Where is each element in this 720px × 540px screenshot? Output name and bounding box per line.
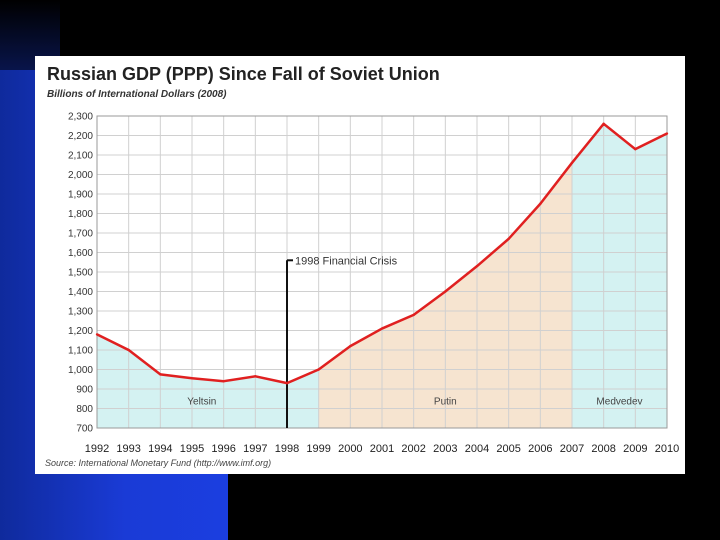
x-tick-label-1992: 1992 bbox=[85, 443, 109, 455]
data-point-2009 bbox=[634, 147, 637, 151]
x-tick-label-2004: 2004 bbox=[465, 443, 489, 455]
y-tick-label-1,000: 1,000 bbox=[68, 365, 93, 376]
x-tick-label-2009: 2009 bbox=[623, 443, 647, 455]
data-point-2003 bbox=[444, 290, 447, 293]
x-tick-label-1993: 1993 bbox=[116, 443, 140, 455]
period-label-yeltsin: Yeltsin bbox=[187, 397, 216, 408]
y-tick-label-1,400: 1,400 bbox=[68, 287, 93, 298]
period-area-medvedev bbox=[572, 123, 667, 429]
x-tick-label-2001: 2001 bbox=[370, 443, 394, 455]
y-tick-label-2,000: 2,000 bbox=[68, 170, 93, 181]
y-tick-label-1,100: 1,100 bbox=[68, 346, 93, 357]
y-tick-label-1,600: 1,600 bbox=[68, 248, 93, 259]
x-tick-label-1997: 1997 bbox=[243, 443, 267, 455]
x-tick-label-2006: 2006 bbox=[528, 443, 552, 455]
x-tick-label-1996: 1996 bbox=[211, 443, 235, 455]
y-tick-label-900: 900 bbox=[76, 385, 93, 396]
data-point-2006 bbox=[539, 202, 542, 205]
x-tick-label-2005: 2005 bbox=[496, 443, 520, 455]
x-tick-label-1998: 1998 bbox=[275, 443, 299, 455]
period-label-putin: Putin bbox=[434, 397, 457, 408]
y-tick-label-2,100: 2,100 bbox=[68, 151, 93, 162]
data-point-1997 bbox=[254, 375, 257, 378]
data-point-2008 bbox=[602, 122, 605, 126]
x-tick-label-2003: 2003 bbox=[433, 443, 457, 455]
x-tick-label-1994: 1994 bbox=[148, 443, 172, 455]
x-tick-label-2002: 2002 bbox=[401, 443, 425, 455]
plot-border bbox=[96, 115, 668, 429]
chart-title: Russian GDP (PPP) Since Fall of Soviet U… bbox=[47, 64, 440, 84]
y-tick-label-1,700: 1,700 bbox=[68, 229, 93, 240]
data-point-2005 bbox=[507, 237, 510, 241]
annotation-label-crisis: 1998 Financial Crisis bbox=[295, 255, 398, 267]
data-point-2001 bbox=[380, 327, 384, 330]
y-tick-label-2,300: 2,300 bbox=[68, 112, 93, 123]
x-tick-label-2000: 2000 bbox=[338, 443, 362, 455]
data-point-1995 bbox=[190, 377, 194, 380]
data-point-1998 bbox=[285, 381, 289, 385]
y-tick-label-1,900: 1,900 bbox=[68, 190, 93, 201]
gdp-line-chart: 700 800 900 1,000 1,100 1,200 1,300 1,400 1,500 1… bbox=[68, 112, 679, 456]
x-tick-label-1995: 1995 bbox=[180, 443, 204, 455]
data-point-2010 bbox=[665, 132, 669, 135]
data-point-2000 bbox=[349, 344, 352, 348]
y-tick-label-700: 700 bbox=[76, 424, 93, 435]
y-tick-label-1,500: 1,500 bbox=[68, 268, 93, 279]
y-tick-label-1,800: 1,800 bbox=[68, 209, 93, 220]
data-point-1996 bbox=[222, 380, 225, 383]
data-point-1993 bbox=[127, 348, 130, 352]
x-tick-label-1999: 1999 bbox=[306, 443, 330, 455]
data-point-2002 bbox=[412, 313, 415, 317]
y-tick-label-1,300: 1,300 bbox=[68, 307, 93, 318]
data-point-1992 bbox=[95, 333, 99, 336]
period-area-yeltsin bbox=[97, 334, 319, 428]
x-tick-label-2007: 2007 bbox=[560, 443, 584, 455]
chart-subtitle: Billions of International Dollars (2008) bbox=[47, 89, 227, 100]
chart-source: Source: International Monetary Fund (htt… bbox=[45, 458, 272, 468]
data-point-2004 bbox=[475, 264, 479, 268]
period-label-medvedev: Medvedev bbox=[596, 397, 642, 408]
data-point-1999 bbox=[317, 368, 320, 371]
x-tick-label-2008: 2008 bbox=[591, 443, 615, 455]
x-tick-label-2010: 2010 bbox=[655, 443, 679, 455]
y-tick-label-1,200: 1,200 bbox=[68, 326, 93, 337]
y-tick-label-800: 800 bbox=[76, 404, 93, 415]
y-tick-label-2,200: 2,200 bbox=[68, 131, 93, 142]
chart-card: Russian GDP (PPP) Since Fall of Soviet U… bbox=[35, 56, 685, 474]
data-point-1994 bbox=[159, 373, 162, 376]
data-point-2007 bbox=[570, 161, 574, 164]
